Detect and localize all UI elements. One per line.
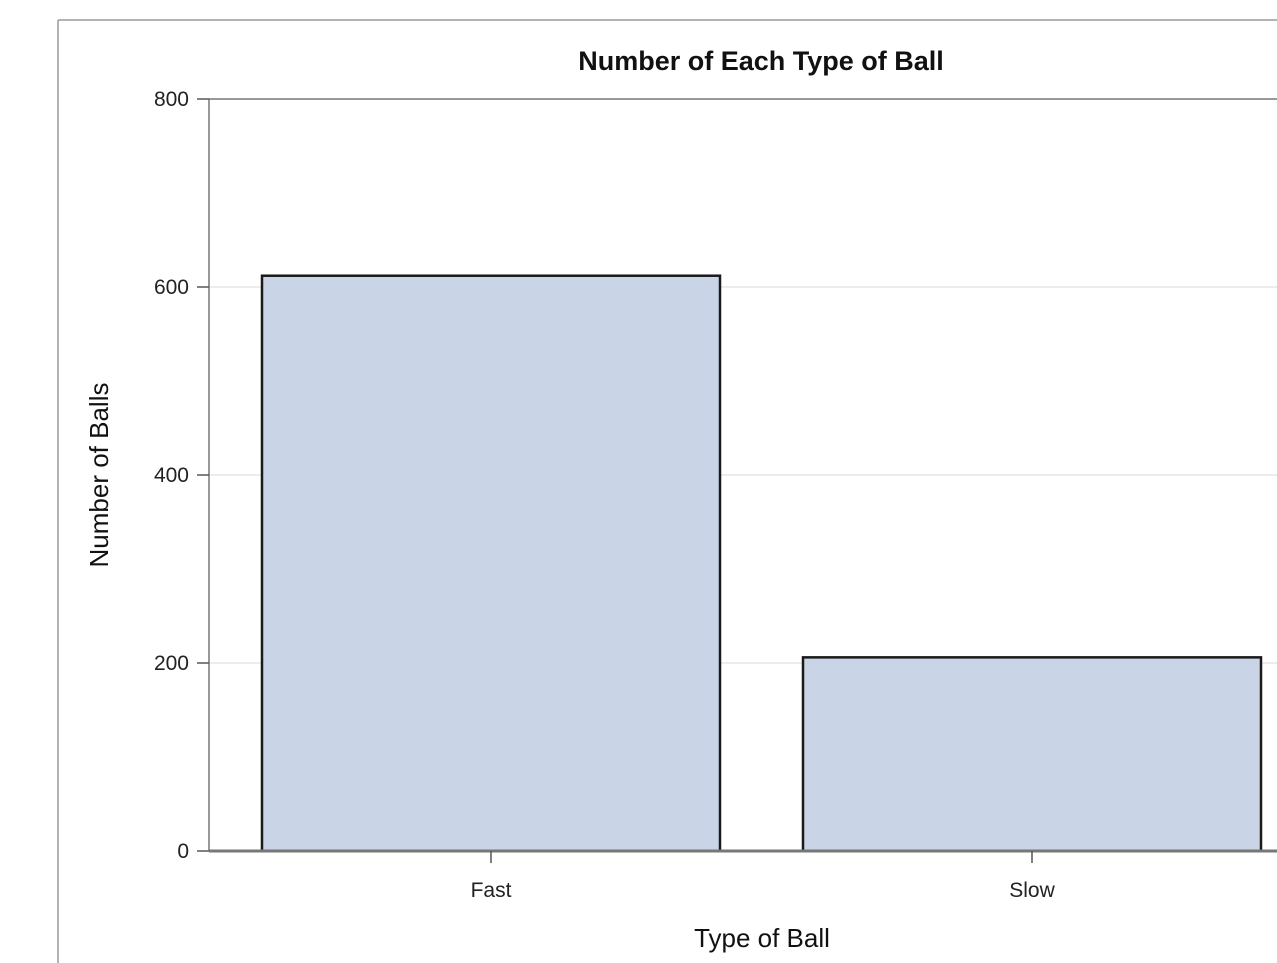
x-axis-ticks: Fast Slow xyxy=(471,851,1056,902)
x-tick-label: Fast xyxy=(471,879,512,902)
x-axis-title: Type of Ball xyxy=(694,923,830,953)
y-tick-label: 600 xyxy=(154,276,189,299)
y-tick-label: 0 xyxy=(177,840,189,863)
y-tick-label: 800 xyxy=(154,88,189,111)
y-axis-title: Number of Balls xyxy=(84,383,114,568)
chart-title: Number of Each Type of Ball xyxy=(578,46,944,76)
bar-slow xyxy=(801,656,1263,853)
y-tick-label: 200 xyxy=(154,652,189,675)
bars xyxy=(260,274,1263,853)
x-tick-label: Slow xyxy=(1009,879,1055,902)
y-axis-ticks: 0 200 400 600 800 xyxy=(154,88,209,863)
bar-fast xyxy=(260,274,722,853)
y-tick-label: 400 xyxy=(154,464,189,487)
